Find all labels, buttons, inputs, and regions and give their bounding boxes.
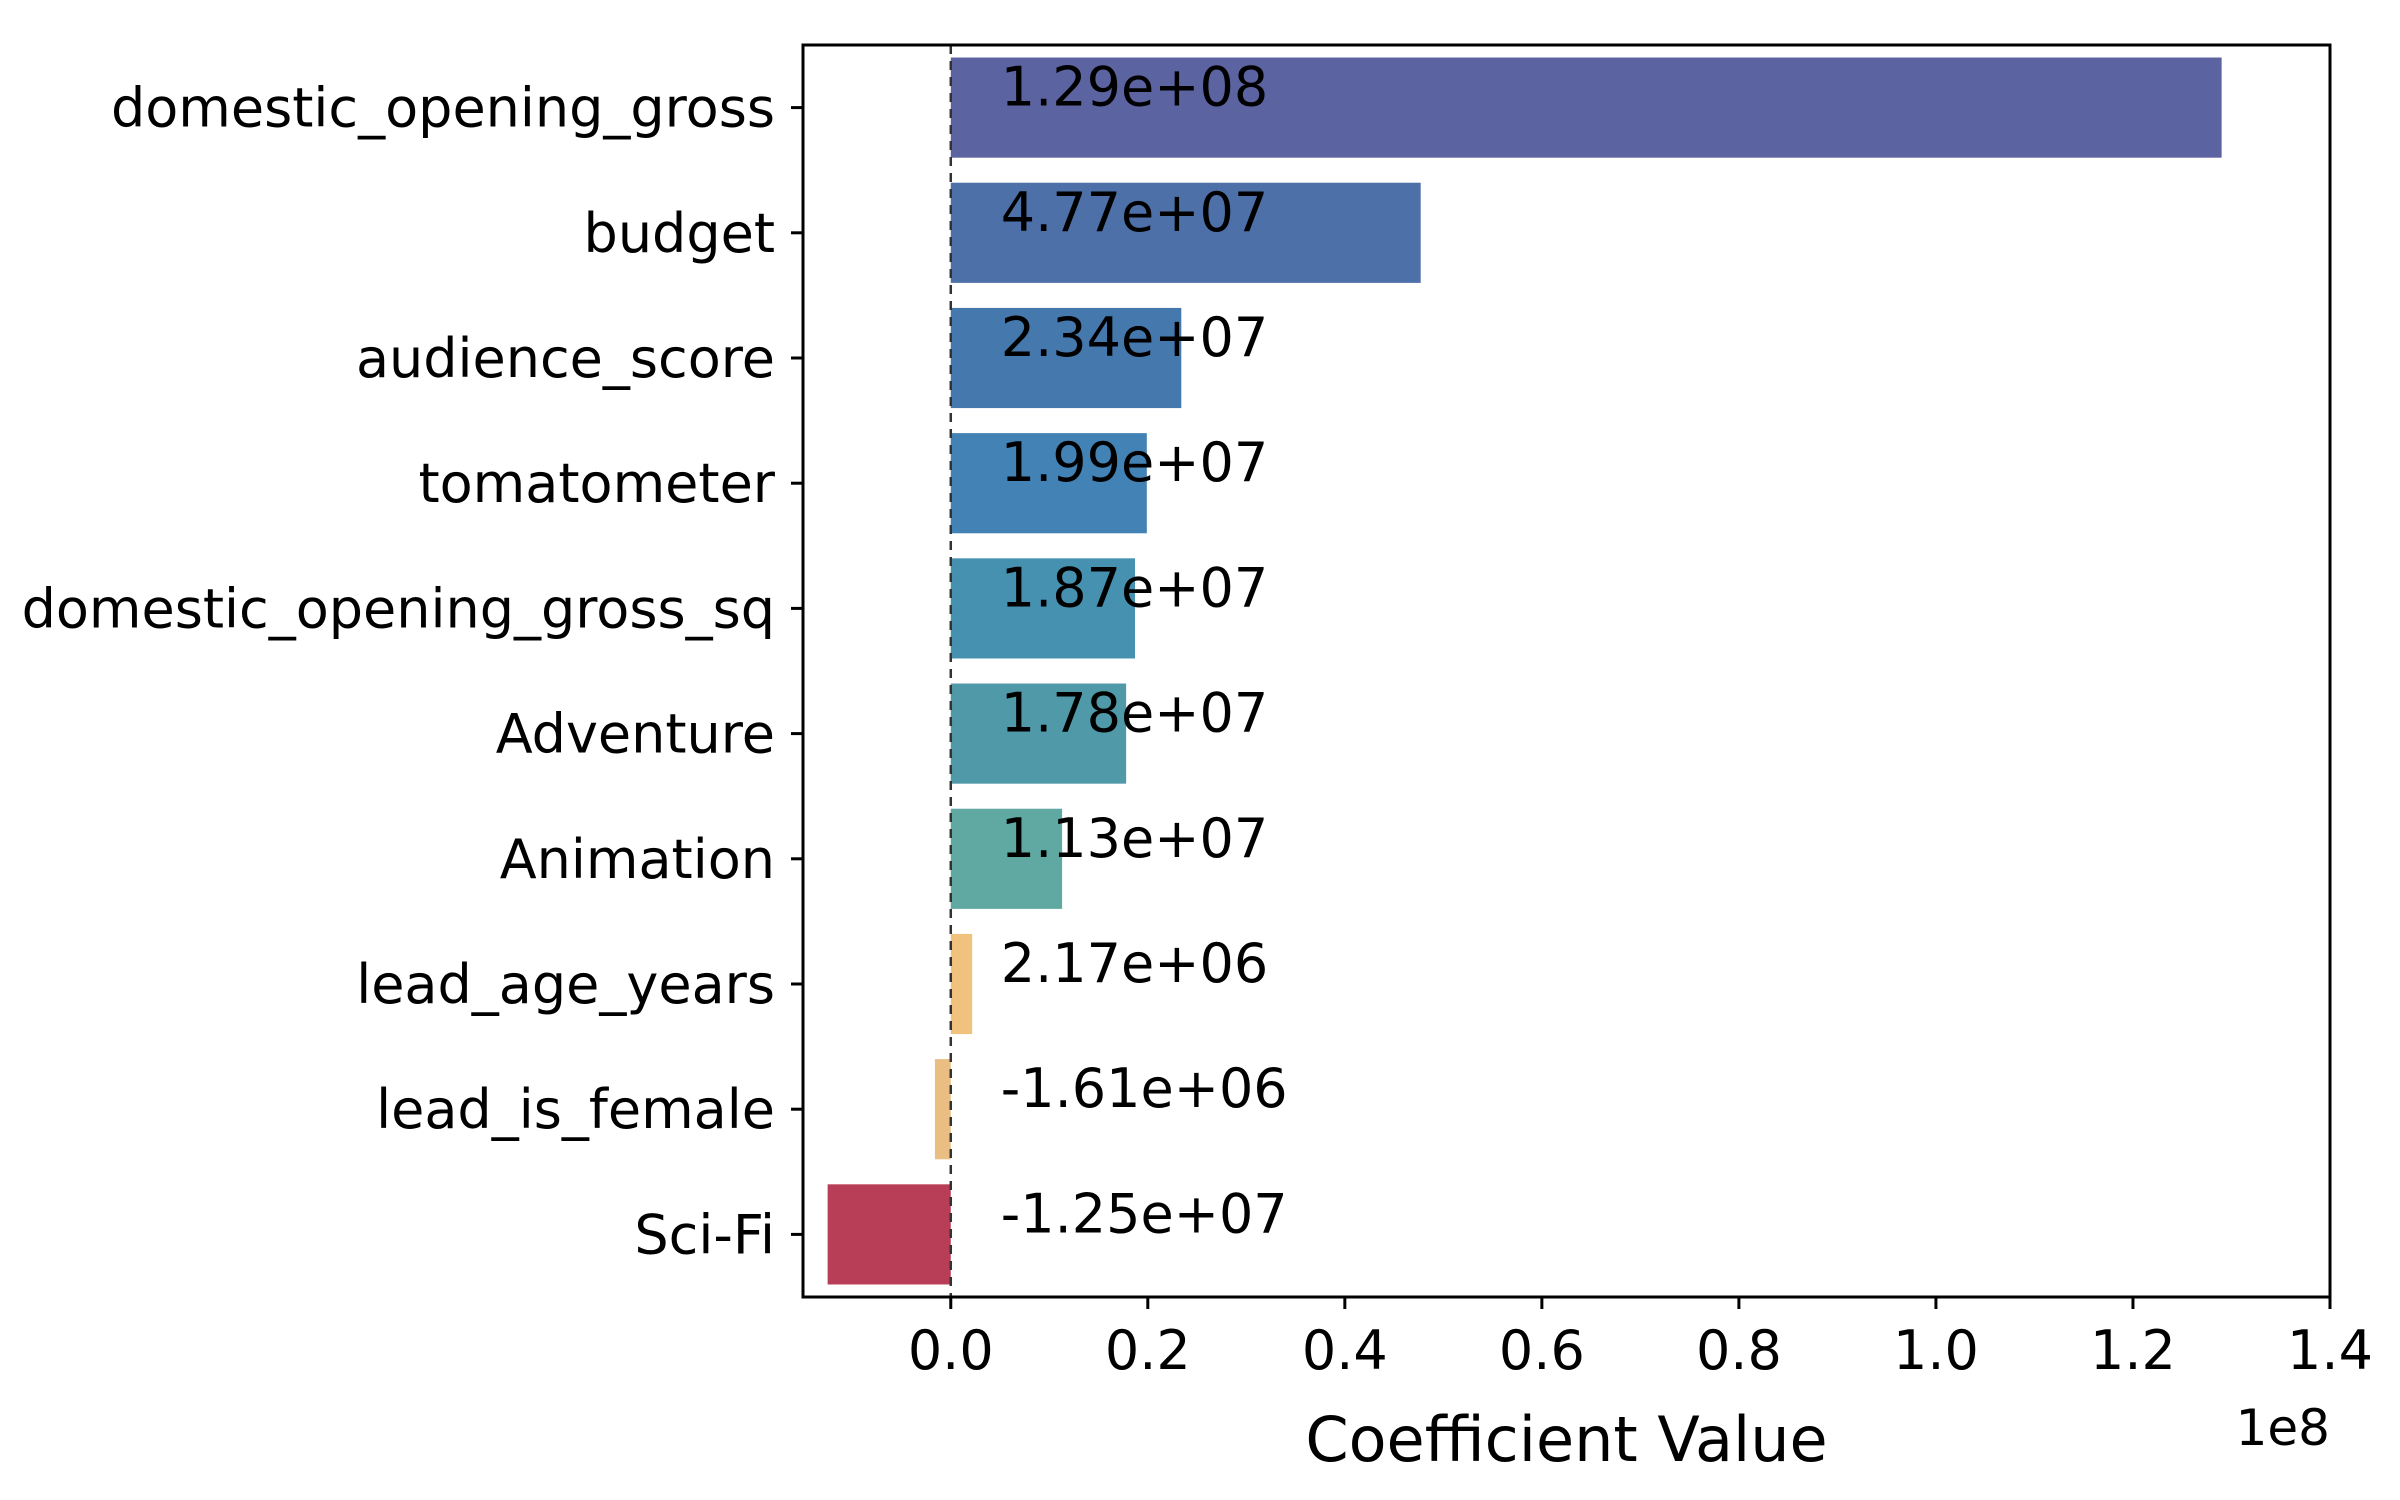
- category-label-tomatometer: tomatometer: [418, 452, 775, 515]
- category-label-lead_age_years: lead_age_years: [356, 953, 775, 1016]
- category-label-Adventure: Adventure: [496, 703, 775, 766]
- data-label-budget: 4.77e+07: [1001, 181, 1268, 244]
- x-axis-offset-label: 1e8: [2236, 1399, 2330, 1457]
- x-tick-label-0.8: 0.8: [1696, 1319, 1782, 1382]
- x-tick-label-1.0: 1.0: [1893, 1319, 1979, 1382]
- bar-Sci-Fi: [827, 1184, 951, 1285]
- x-tick-label-1.4: 1.4: [2287, 1319, 2373, 1382]
- x-tick-label-0.0: 0.0: [908, 1319, 994, 1382]
- bar-domestic_opening_gross: [950, 57, 2222, 158]
- bar-Adventure: [950, 683, 1127, 784]
- bar-audience_score: [950, 307, 1182, 409]
- data-label-Animation: 1.13e+07: [1001, 807, 1268, 870]
- bar-lead_is_female: [934, 1059, 951, 1160]
- category-label-domestic_opening_gross: domestic_opening_gross: [111, 77, 775, 140]
- x-axis-title: Coefficient Value: [1305, 1403, 1827, 1476]
- bar-lead_age_years: [950, 933, 973, 1035]
- category-label-budget: budget: [584, 202, 775, 265]
- data-label-tomatometer: 1.99e+07: [1001, 431, 1268, 494]
- category-label-domestic_opening_gross_sq: domestic_opening_gross_sq: [22, 577, 775, 640]
- data-label-Sci-Fi: -1.25e+07: [1001, 1182, 1288, 1245]
- category-label-Sci-Fi: Sci-Fi: [634, 1203, 775, 1266]
- x-tick-label-0.2: 0.2: [1105, 1319, 1191, 1382]
- data-labels-layer: 1.29e+08 4.77e+07 2.34e+07 1.99e+07 1.87e+07…: [1001, 56, 1288, 1246]
- bars-layer: [827, 57, 2222, 1285]
- x-tick-label-0.4: 0.4: [1302, 1319, 1388, 1382]
- data-label-domestic_opening_gross: 1.29e+08: [1001, 56, 1268, 119]
- x-axis: 0.0 0.2 0.4 0.6 0.8 1.0 1.2 1.4: [908, 1297, 2373, 1382]
- bar-budget: [950, 182, 1421, 283]
- data-label-lead_age_years: 2.17e+06: [1001, 932, 1268, 995]
- x-tick-label-0.6: 0.6: [1499, 1319, 1585, 1382]
- category-label-Animation: Animation: [500, 828, 775, 891]
- data-label-lead_is_female: -1.61e+06: [1001, 1057, 1288, 1120]
- plot-frame: [801, 43, 2332, 1299]
- data-label-audience_score: 2.34e+07: [1001, 306, 1268, 369]
- category-label-audience_score: audience_score: [356, 327, 775, 390]
- category-label-lead_is_female: lead_is_female: [376, 1078, 775, 1141]
- data-label-Adventure: 1.78e+07: [1001, 682, 1268, 745]
- bar-tomatometer: [950, 433, 1147, 534]
- bar-domestic_opening_gross_sq: [950, 558, 1135, 659]
- data-label-domestic_opening_gross_sq: 1.87e+07: [1001, 556, 1268, 619]
- bar-Animation: [950, 808, 1063, 909]
- x-tick-label-1.2: 1.2: [2090, 1319, 2176, 1382]
